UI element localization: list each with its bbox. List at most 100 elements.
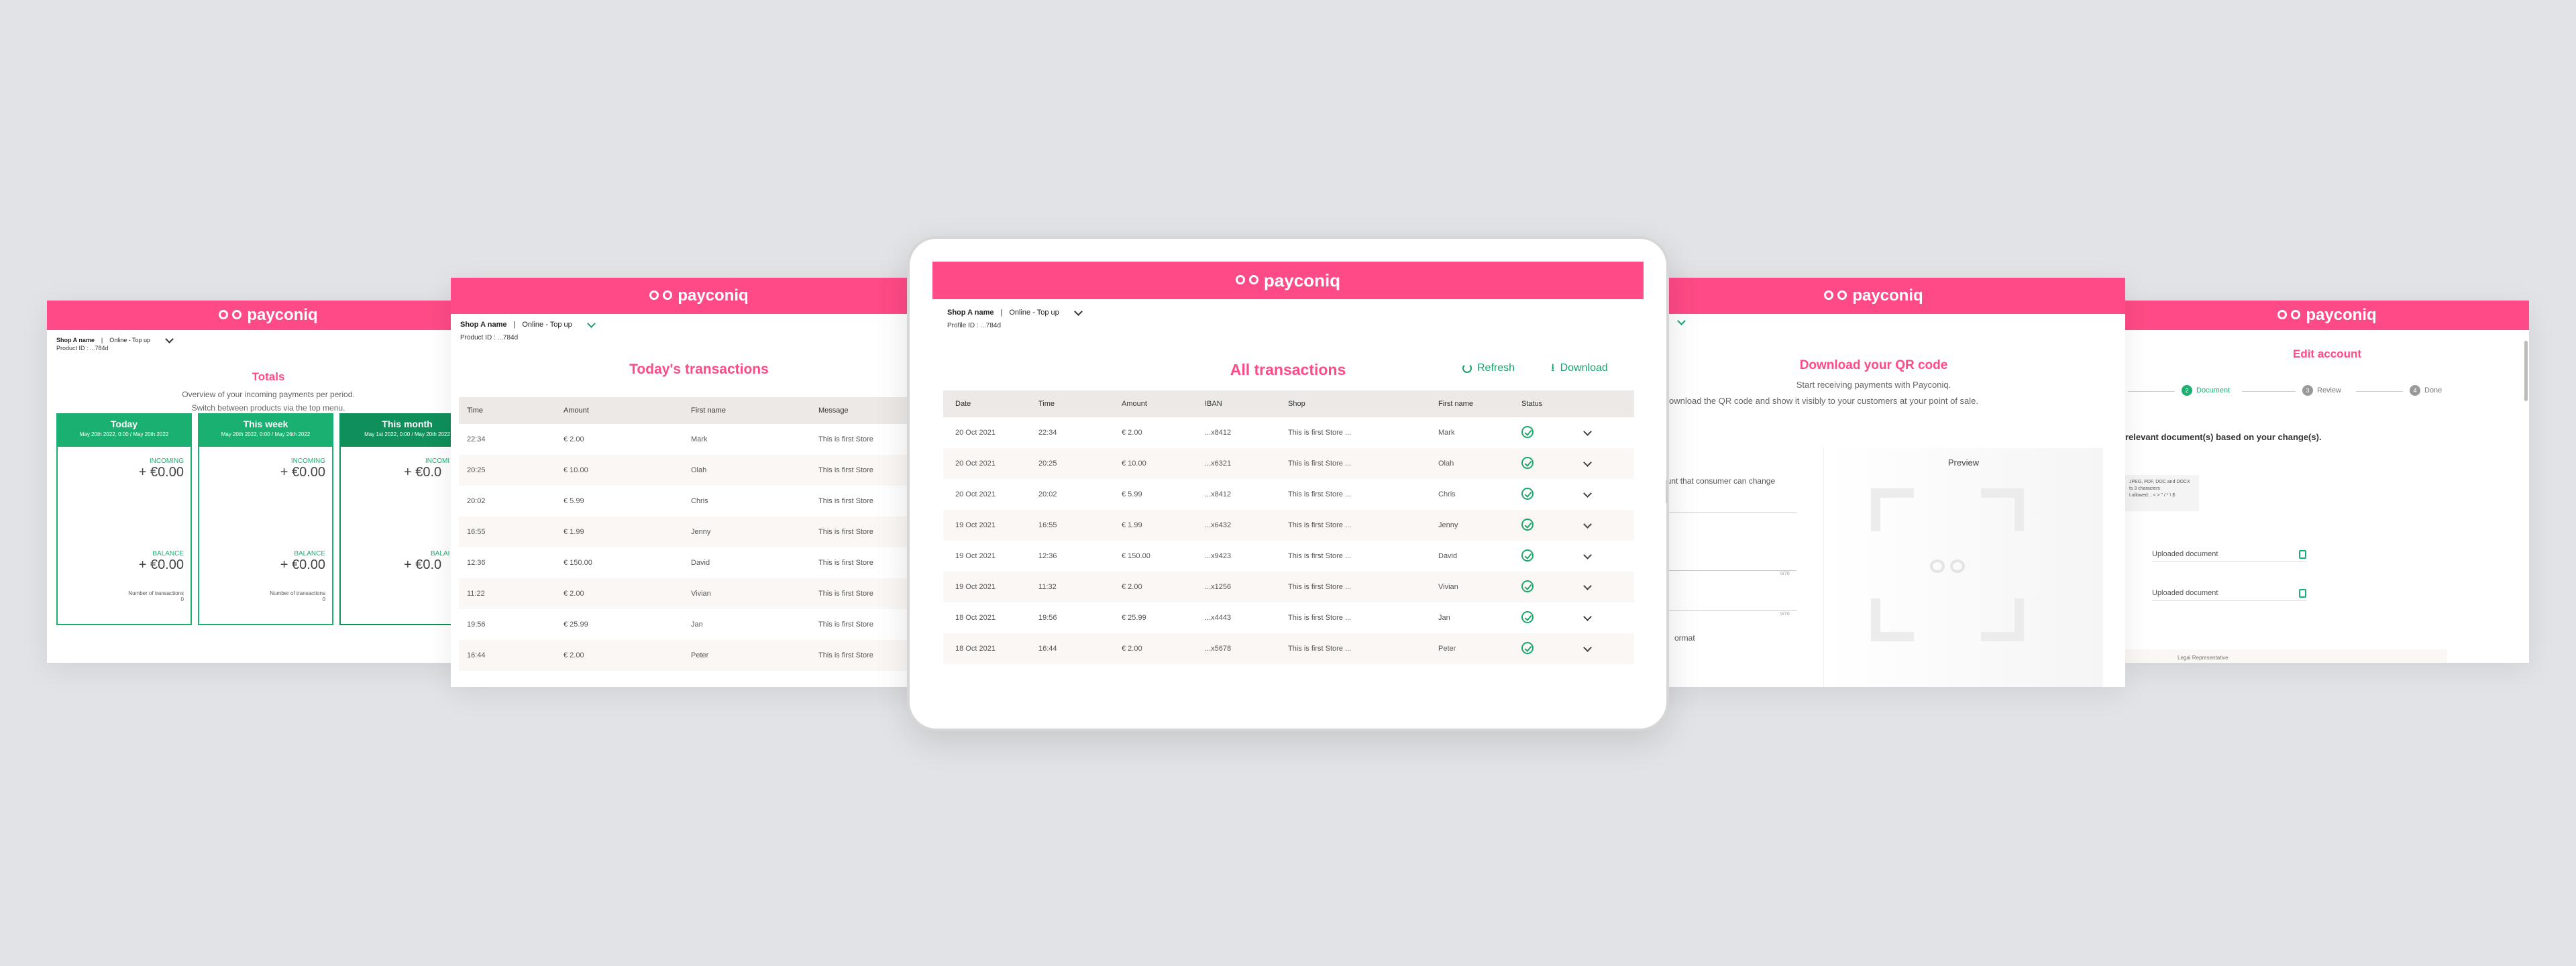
shop-product: Online - Top up (109, 337, 151, 343)
column-header[interactable]: First name (1430, 390, 1513, 417)
doc-label: Uploaded document (2152, 550, 2218, 558)
chevron-down-icon[interactable] (586, 319, 596, 328)
chevron-down-icon[interactable] (1073, 307, 1083, 316)
file-hints: JPEG, PDF, DOC and DOCX ts 3 characters … (2125, 475, 2199, 511)
table-row[interactable]: 20:02 € 5.99 Chris This is first Store (467, 497, 873, 505)
infinity-icon (1824, 290, 1847, 301)
step-number: 2 (2182, 385, 2192, 396)
profile-id: Profile ID : ...784d (947, 322, 1002, 329)
table-row[interactable]: 18 Oct 2021 19:56 € 25.99 ...x4443 This is f… (943, 602, 1634, 633)
table-row[interactable]: 16:55 € 1.99 Jenny This is first Store (459, 517, 947, 547)
status-success-icon (1521, 549, 1534, 561)
column-header[interactable]: Time (459, 397, 555, 424)
chevron-down-icon[interactable] (165, 334, 174, 343)
refresh-button[interactable]: Refresh (1462, 362, 1515, 374)
column-header[interactable]: Shop (1280, 390, 1430, 417)
status-success-icon (1521, 641, 1534, 654)
expand-row-icon[interactable] (1583, 520, 1592, 529)
incoming-amount: + €0.00 (138, 465, 184, 480)
table-row[interactable]: 12:36 € 150.00 David This is first Store (467, 559, 873, 567)
shop-name: Shop A name (56, 337, 95, 343)
payconiq-logo: payconiq (219, 306, 318, 325)
char-counter-2: 0/70 (1780, 612, 1790, 616)
table-row[interactable]: 20:25 € 10.00 Olah This is first Store (459, 455, 947, 486)
doc-label: Uploaded document (2152, 589, 2218, 597)
page-title: Download your QR code (1799, 358, 1948, 372)
column-header[interactable]: Amount (1114, 390, 1197, 417)
expand-row-icon[interactable] (1583, 551, 1592, 559)
page-title: Today's transactions (629, 362, 769, 377)
balance-label: BALAI (431, 550, 450, 557)
shop-selector[interactable]: Shop A name | Online - Top up (47, 330, 490, 345)
top-bar: payconiq (932, 262, 1644, 299)
page-subtitle-2: Switch between products via the top menu… (191, 403, 345, 413)
document-icon[interactable] (2299, 589, 2306, 598)
instruction-text: relevant document(s) based on your chang… (2125, 432, 2322, 442)
payconiq-logo: payconiq (649, 286, 749, 305)
expand-row-icon[interactable] (1583, 458, 1592, 467)
payconiq-logo: payconiq (2277, 306, 2377, 325)
doc-upload-1[interactable]: Uploaded document (2152, 550, 2306, 562)
balance-label: BALANCE (294, 550, 325, 557)
expand-row-icon[interactable] (1583, 427, 1592, 436)
qr-logo-icon (1930, 559, 1965, 573)
expand-row-icon[interactable] (1583, 582, 1592, 590)
legal-label: Legal Representative (2178, 655, 2229, 661)
payconiq-logo: payconiq (1235, 270, 1340, 291)
totals-screen: payconiq Shop A name | Online - Top up P… (47, 301, 490, 663)
chevron-down-icon[interactable] (1677, 317, 1686, 325)
shop-product: Online - Top up (522, 321, 572, 329)
page-subtitle-1: Start receiving payments with Payconiq. (1796, 380, 1951, 390)
status-success-icon (1521, 456, 1534, 469)
page-subtitle-2: ownload the QR code and show it visibly … (1669, 396, 1979, 406)
step-done: 4 Done (2410, 385, 2442, 396)
step-document: 2 Document (2182, 385, 2230, 396)
table-row[interactable]: 20 Oct 2021 22:34 € 2.00 ...x8412 This is fi… (943, 417, 1634, 448)
column-header[interactable]: First name (683, 397, 810, 424)
expand-row-icon[interactable] (1583, 612, 1592, 621)
tx-count-label: Number of transactions (128, 590, 184, 596)
infinity-icon (2277, 310, 2301, 321)
tx-count: 0 (322, 596, 325, 602)
table-row[interactable]: 19 Oct 2021 12:36 € 150.00 ...x9423 This is … (943, 541, 1634, 572)
card-title: Today (110, 419, 138, 429)
amount-field[interactable]: ount that consumer can change (1662, 476, 1796, 513)
download-button[interactable]: ⭳ Download (1551, 362, 1608, 374)
balance-label: BALANCE (152, 550, 184, 557)
document-icon[interactable] (2299, 550, 2306, 559)
period-card-week[interactable]: This week May 20th 2022, 0:00 / May 26th … (198, 413, 333, 625)
transactions-table: Date Time Amount IBAN Shop First name St… (943, 390, 1634, 664)
table-row[interactable]: 16:44 € 2.00 Peter This is first Store (459, 640, 947, 671)
product-id: Product ID : ...784d (56, 345, 109, 352)
shop-selector[interactable]: Shop A name | Online - Top up (932, 299, 1644, 319)
table-row[interactable]: 19 Oct 2021 11:32 € 2.00 ...x1256 This is fi… (943, 572, 1634, 602)
balance-amount: + €0.00 (138, 557, 184, 572)
column-header[interactable]: IBAN (1197, 390, 1280, 417)
stepper: 2 Document 3 Review 4 Done (2128, 385, 2477, 398)
table-row[interactable]: 20 Oct 2021 20:02 € 5.99 ...x8412 This is fi… (943, 479, 1634, 510)
table-row[interactable]: 11:22 € 2.00 Vivian This is first Store (459, 578, 947, 609)
table-row[interactable]: 19:56 € 25.99 Jan This is first Store (467, 621, 873, 629)
expand-row-icon[interactable] (1583, 489, 1592, 498)
step-label: Review (2317, 386, 2342, 394)
table-row[interactable]: 20 Oct 2021 20:25 € 10.00 ...x6321 This is f… (943, 448, 1634, 479)
text-field-2[interactable] (1662, 590, 1796, 611)
table-row[interactable]: 22:34 € 2.00 Mark This is first Store (467, 435, 873, 443)
download-label: Download (1560, 362, 1608, 374)
scrollbar[interactable] (2524, 341, 2528, 401)
text-field-1[interactable] (1662, 550, 1796, 571)
column-header[interactable]: Date (943, 390, 1030, 417)
column-header[interactable]: Amount (555, 397, 683, 424)
table-row[interactable]: 18 Oct 2021 16:44 € 2.00 ...x5678 This is fi… (943, 633, 1634, 664)
column-header[interactable]: Status (1513, 390, 1576, 417)
balance-amount: + €0.0 (404, 557, 442, 572)
tablet-screen: payconiq Shop A name | Online - Top up P… (932, 262, 1644, 708)
table-row[interactable]: 19 Oct 2021 16:55 € 1.99 ...x6432 This is fi… (943, 510, 1634, 541)
doc-upload-2[interactable]: Uploaded document (2152, 589, 2306, 601)
column-header[interactable]: Time (1030, 390, 1114, 417)
period-card-today[interactable]: Today May 20th 2022, 0:00 / May 20th 2022… (56, 413, 192, 625)
shop-name: Shop A name (460, 321, 507, 329)
refresh-label: Refresh (1477, 362, 1515, 374)
shop-selector[interactable]: Shop A name | Online - Top up (451, 314, 947, 330)
expand-row-icon[interactable] (1583, 643, 1592, 652)
